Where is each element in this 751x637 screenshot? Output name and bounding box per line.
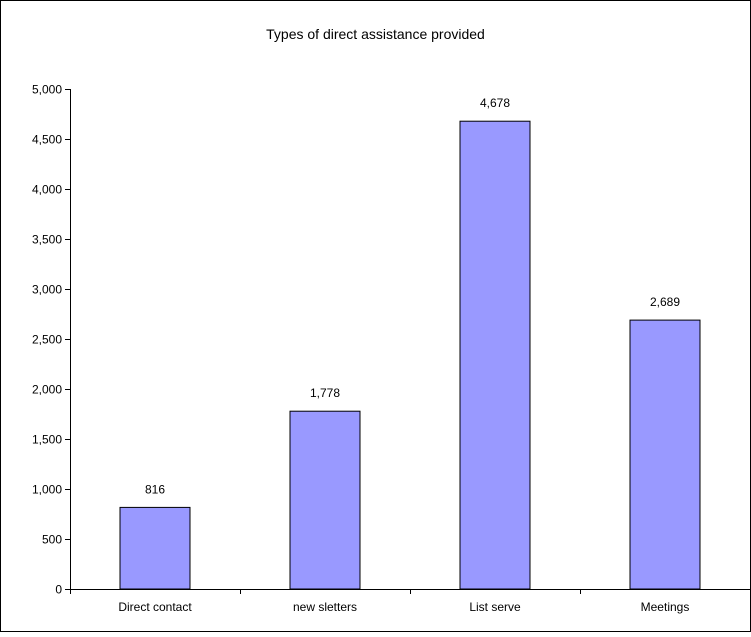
y-tick-label: 500: [42, 533, 62, 547]
y-tick-label: 2,000: [32, 383, 62, 397]
bar: [119, 506, 191, 590]
bar: [289, 410, 361, 590]
x-tick-label: List serve: [469, 600, 521, 614]
bar-value-label: 2,689: [650, 295, 680, 309]
x-tick-label: new sletters: [293, 600, 357, 614]
y-tick-label: 3,000: [32, 283, 62, 297]
y-tick-label: 1,000: [32, 483, 62, 497]
chart-title: Types of direct assistance provided: [266, 26, 485, 42]
x-tick-label: Meetings: [641, 600, 690, 614]
x-tick-label: Direct contact: [118, 600, 192, 614]
y-tick-label: 3,500: [32, 233, 62, 247]
y-tick-label: 0: [55, 583, 62, 597]
bar-value-label: 816: [145, 482, 165, 496]
bar-value-label: 4,678: [480, 96, 510, 110]
y-tick-label: 4,000: [32, 183, 62, 197]
y-tick-label: 4,500: [32, 133, 62, 147]
y-tick-label: 1,500: [32, 433, 62, 447]
y-tick-label: 5,000: [32, 83, 62, 97]
bar-value-label: 1,778: [310, 386, 340, 400]
bar: [629, 319, 701, 590]
y-tick-label: 2,500: [32, 333, 62, 347]
bar: [459, 120, 531, 590]
